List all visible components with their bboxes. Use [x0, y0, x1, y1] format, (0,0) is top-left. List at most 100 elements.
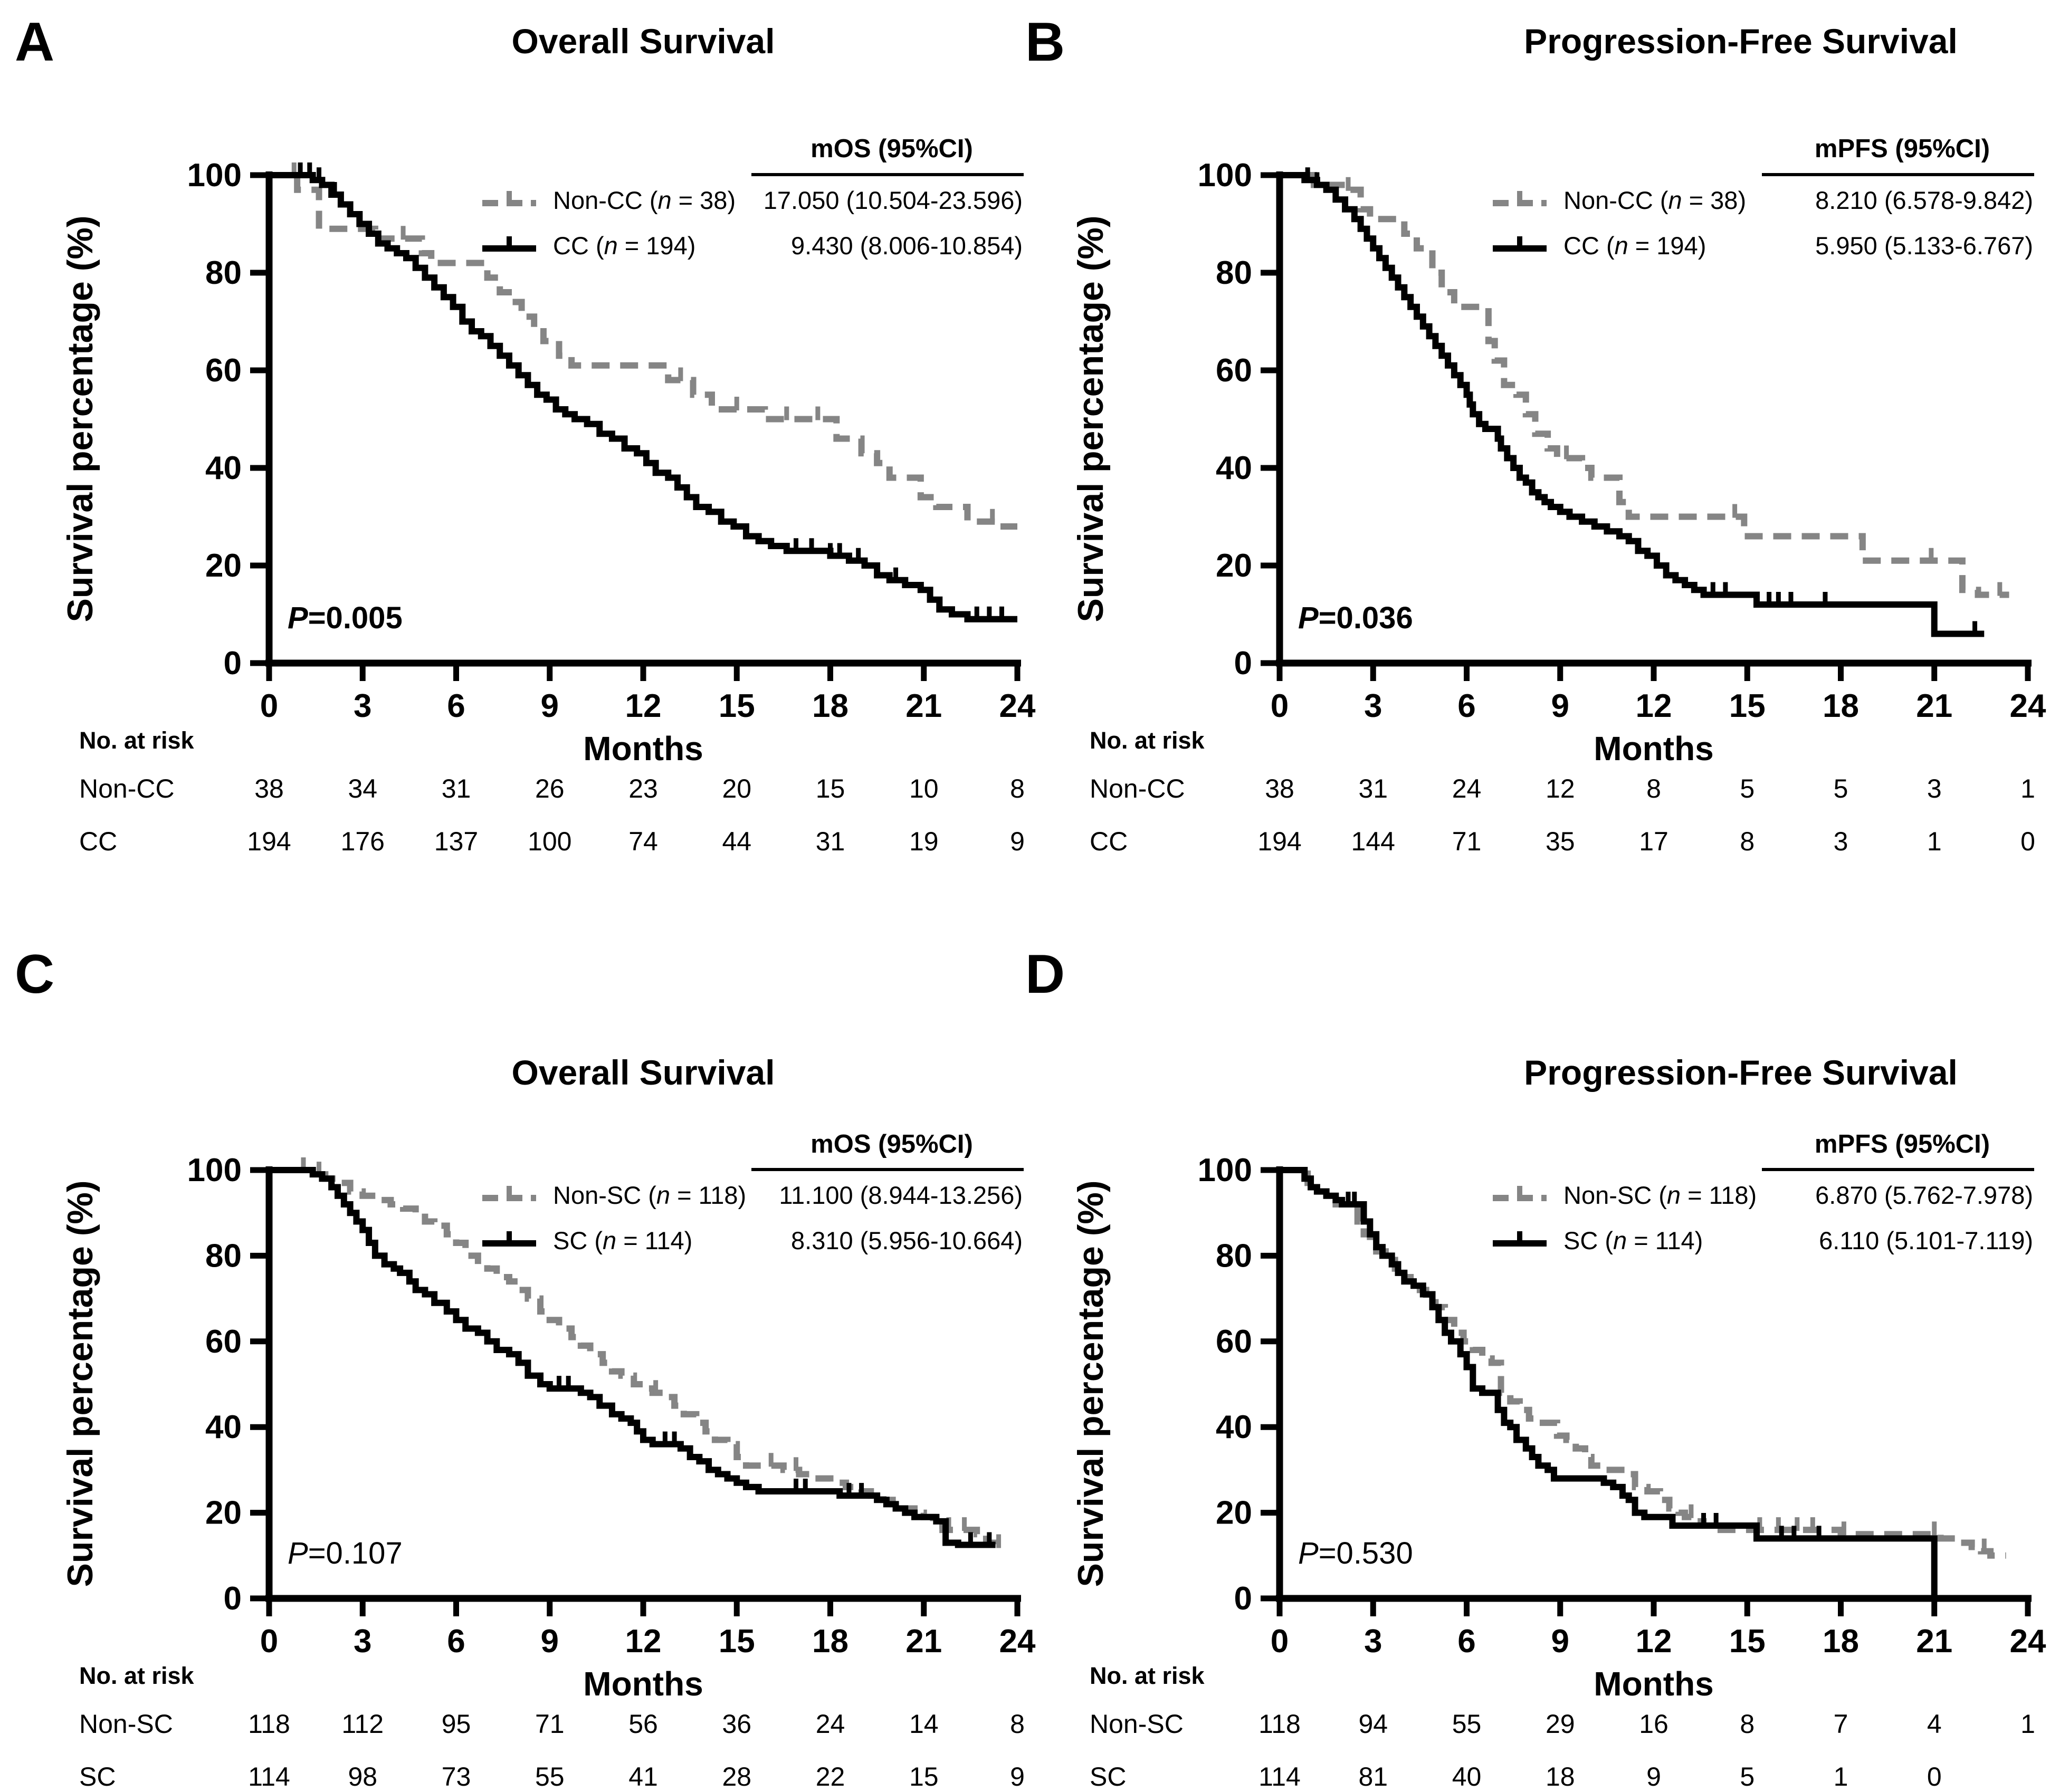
risk-count: 8 [1740, 827, 1755, 856]
risk-count: 36 [722, 1709, 752, 1739]
risk-row-label: CC [79, 827, 118, 856]
risk-count: 35 [1545, 827, 1575, 856]
km-plot-d: 0 20 40 60 80 100 0 3 6 9 12 15 18 21 24 [1198, 1152, 2046, 1660]
svg-text:3: 3 [354, 688, 371, 724]
svg-text:18: 18 [812, 1623, 848, 1660]
svg-text:100: 100 [1198, 1152, 1252, 1189]
risk-count: 9 [1010, 1762, 1025, 1791]
risk-row-label: CC [1090, 827, 1128, 856]
svg-text:40: 40 [205, 1409, 242, 1445]
risk-count: 112 [341, 1709, 384, 1739]
svg-text:0: 0 [224, 1580, 242, 1617]
solid-line-marker-icon [1493, 1231, 1547, 1247]
svg-text:21: 21 [1916, 688, 1952, 724]
legend-series-median: 11.100 (8.944-13.256) [779, 1181, 1023, 1209]
risk-count: 16 [1639, 1709, 1668, 1739]
p-value: P=0.107 [288, 1536, 403, 1570]
risk-count: 9 [1646, 1762, 1661, 1791]
svg-text:18: 18 [1823, 688, 1859, 724]
risk-count: 26 [535, 774, 565, 803]
svg-text:20: 20 [1216, 1495, 1252, 1531]
svg-text:9: 9 [541, 1623, 559, 1660]
risk-count: 15 [815, 774, 845, 803]
solid-line-marker-icon [1493, 236, 1547, 252]
risk-row-label: SC [79, 1762, 116, 1791]
risk-table-header: No. at risk [79, 727, 194, 754]
legend-row: Non-SC (n = 118) 6.870 (5.762-7.978) [1010, 1180, 2050, 1212]
risk-count: 194 [247, 827, 291, 856]
svg-text:15: 15 [719, 1623, 755, 1660]
risk-count: 20 [722, 774, 752, 803]
svg-text:0: 0 [1271, 688, 1289, 724]
svg-text:21: 21 [905, 1623, 942, 1660]
risk-count: 55 [1452, 1709, 1482, 1739]
svg-text:12: 12 [1636, 1623, 1672, 1660]
panel-b: 0 20 40 60 80 100 0 3 6 9 12 15 18 21 24 B Progression… [1010, 0, 2050, 935]
svg-text:80: 80 [1216, 1238, 1252, 1274]
panel-c: 0 20 40 60 80 100 0 3 6 9 12 15 18 21 24 C Overall Sur… [0, 935, 1040, 1791]
risk-count: 31 [815, 827, 845, 856]
svg-text:15: 15 [1729, 688, 1766, 724]
risk-count: 17 [1639, 827, 1668, 856]
risk-row-label: Non-SC [79, 1709, 173, 1739]
svg-text:9: 9 [1551, 688, 1569, 724]
risk-count: 19 [909, 827, 939, 856]
legend-series-median: 17.050 (10.504-23.596) [763, 186, 1023, 214]
svg-text:40: 40 [1216, 1409, 1252, 1445]
svg-text:0: 0 [260, 1623, 278, 1660]
risk-row-label: Non-SC [1090, 1709, 1184, 1739]
svg-text:0: 0 [224, 645, 242, 682]
legend-row: Non-CC (n = 38) 17.050 (10.504-23.596) [0, 185, 1040, 217]
risk-count: 98 [348, 1762, 378, 1791]
risk-count: 40 [1452, 1762, 1482, 1791]
legend-row: CC (n = 194) 9.430 (8.006-10.854) [0, 230, 1040, 263]
risk-count: 1 [2020, 774, 2035, 803]
risk-count: 74 [628, 827, 658, 856]
svg-text:100: 100 [1198, 157, 1252, 194]
risk-table-header: No. at risk [1090, 727, 1205, 754]
legend-series-median: 8.210 (6.578-9.842) [1815, 186, 2033, 214]
svg-text:6: 6 [1457, 1623, 1475, 1660]
svg-text:6: 6 [1457, 688, 1475, 724]
legend-stat-header: mOS (95%CI) [811, 1130, 973, 1158]
panel-letter: A [15, 12, 55, 73]
svg-text:18: 18 [1823, 1623, 1859, 1660]
svg-text:60: 60 [205, 352, 242, 389]
svg-text:6: 6 [447, 1623, 465, 1660]
svg-text:100: 100 [187, 1152, 242, 1189]
risk-count: 3 [1927, 774, 1942, 803]
legend-header-underline [1762, 1168, 2034, 1171]
svg-text:24: 24 [2010, 1623, 2046, 1660]
risk-count: 10 [909, 774, 939, 803]
svg-text:12: 12 [1636, 688, 1672, 724]
risk-count: 8 [1010, 1709, 1025, 1739]
svg-text:21: 21 [905, 688, 942, 724]
risk-count: 44 [722, 827, 752, 856]
risk-count: 28 [722, 1762, 752, 1791]
risk-count: 38 [1265, 774, 1294, 803]
svg-text:15: 15 [1729, 1623, 1766, 1660]
chart-title: Overall Survival [511, 1053, 775, 1092]
panel-d: 0 20 40 60 80 100 0 3 6 9 12 15 18 21 24 D Progression… [1010, 935, 2050, 1791]
risk-count: 176 [340, 827, 385, 856]
svg-text:100: 100 [187, 157, 242, 194]
svg-text:20: 20 [1216, 548, 1252, 584]
panel-a: 0 20 40 60 80 100 0 3 6 9 12 15 18 21 24 A Overall Sur… [0, 0, 1040, 935]
p-value: P=0.530 [1298, 1536, 1413, 1570]
x-axis-label: Months [583, 730, 703, 768]
legend-header-underline [1762, 173, 2034, 176]
risk-count: 15 [909, 1762, 939, 1791]
x-axis-label: Months [1594, 730, 1714, 768]
svg-text:3: 3 [1364, 1623, 1382, 1660]
risk-count: 0 [1927, 1762, 1942, 1791]
svg-text:9: 9 [541, 688, 559, 724]
risk-count: 23 [628, 774, 658, 803]
legend-row: Non-SC (n = 118) 11.100 (8.944-13.256) [0, 1180, 1040, 1212]
dashed-line-marker-icon [1493, 1186, 1547, 1201]
legend-stat-header: mOS (95%CI) [811, 135, 973, 163]
risk-count: 56 [628, 1709, 658, 1739]
panel-letter: B [1025, 12, 1065, 73]
legend-row: CC (n = 194) 5.950 (5.133-6.767) [1010, 230, 2050, 263]
legend-series-label: CC (n = 194) [553, 232, 696, 260]
risk-count: 73 [441, 1762, 471, 1791]
